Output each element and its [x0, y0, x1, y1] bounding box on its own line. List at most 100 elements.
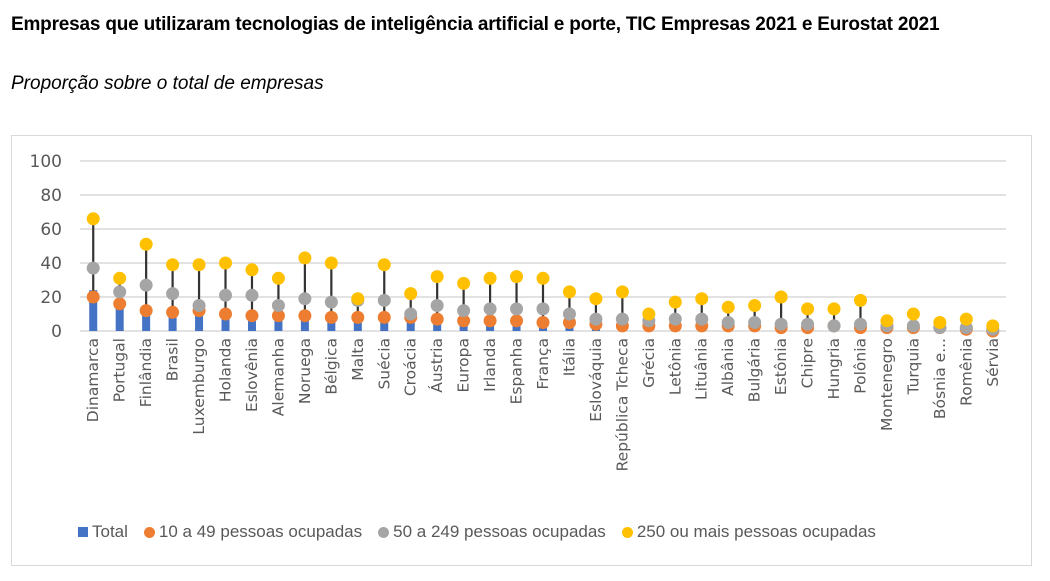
y-tick-label: 60 — [40, 220, 62, 240]
dot-large — [271, 271, 285, 285]
dot-medium — [562, 307, 576, 321]
dot-medium — [801, 317, 815, 331]
x-tick-label: Estônia — [772, 338, 790, 395]
dot-medium — [748, 316, 762, 329]
x-tick-label: Eslovênia — [243, 338, 261, 412]
y-tick-label: 40 — [40, 254, 62, 274]
dot-large — [906, 307, 920, 321]
dot-medium — [113, 285, 127, 299]
dot-medium — [86, 261, 100, 275]
dot-large — [351, 292, 365, 306]
dot-small — [377, 310, 391, 324]
x-tick-label: Croácia — [402, 338, 420, 396]
x-tick-label: Grécia — [640, 338, 658, 388]
bar-total — [142, 308, 151, 331]
dot-medium — [139, 278, 153, 292]
dot-small — [324, 310, 338, 324]
x-tick-label: Luxemburgo — [190, 338, 208, 435]
dot-large — [139, 237, 153, 251]
x-tick-label: Irlanda — [481, 338, 499, 392]
dot-large — [457, 276, 471, 290]
dot-small — [166, 305, 180, 319]
bar-total — [195, 307, 204, 331]
x-tick-label: França — [534, 338, 552, 390]
x-tick-label: Hungria — [825, 338, 843, 399]
x-tick-label: Romênia — [957, 338, 975, 406]
x-tick-label: Holanda — [217, 338, 235, 402]
legend-item-large: 250 ou mais pessoas ocupadas — [621, 522, 876, 542]
x-tick-label: Chipre — [799, 338, 817, 388]
dot-large — [562, 285, 576, 299]
bar-total — [380, 317, 389, 331]
dot-medium — [536, 302, 550, 316]
legend-swatch-medium — [378, 526, 390, 538]
x-tick-label: Sérvia — [984, 338, 1002, 387]
x-tick-label: Áustria — [427, 338, 446, 393]
x-tick-label: Dinamarca — [84, 338, 102, 422]
legend-swatch-total — [78, 527, 88, 537]
x-tick-label: Bósnia e... — [931, 338, 949, 419]
dot-large — [986, 319, 1000, 333]
dot-medium — [404, 307, 418, 321]
legend-label-large: 250 ou mais pessoas ocupadas — [636, 522, 876, 541]
dot-medium — [324, 295, 338, 309]
dot-small — [86, 290, 100, 304]
dot-large — [748, 299, 762, 312]
dot-large — [933, 316, 947, 329]
x-tick-label: Suécia — [375, 338, 393, 390]
series-dots — [86, 212, 1000, 338]
dot-small — [245, 309, 259, 323]
x-tick-label: Portugal — [111, 338, 129, 402]
dot-large — [404, 287, 418, 301]
legend-label-total: Total — [92, 522, 128, 541]
dot-large — [483, 271, 497, 285]
legend-label-medium: 50 a 249 pessoas ocupadas — [393, 522, 606, 541]
y-tick-label: 0 — [51, 322, 62, 342]
dot-medium — [695, 312, 709, 326]
dot-medium — [483, 302, 497, 316]
chart-frame — [11, 135, 1032, 566]
x-tick-label: Bélgica — [322, 338, 340, 395]
x-tick-label: Europa — [455, 338, 473, 392]
dot-medium — [245, 288, 259, 302]
dot-large — [113, 271, 127, 285]
dot-medium — [166, 287, 180, 301]
dot-medium — [219, 288, 233, 302]
dot-large — [298, 251, 312, 265]
chart-subtitle: Proporção sobre o total de empresas — [11, 73, 324, 94]
dot-large — [324, 256, 338, 270]
y-tick-label: 80 — [40, 186, 62, 206]
bar-total — [115, 302, 124, 331]
dot-medium — [721, 316, 735, 329]
dot-large — [721, 300, 735, 314]
x-tick-label: Turquia — [904, 338, 922, 396]
dot-large — [668, 295, 682, 309]
x-tick-label: Letônia — [666, 338, 684, 395]
dot-medium — [377, 293, 391, 307]
bar-total — [247, 314, 256, 331]
x-tick-label: Eslováquia — [587, 338, 605, 422]
dot-large — [801, 302, 815, 316]
dot-large — [827, 302, 841, 316]
dot-small — [430, 312, 444, 326]
dot-small — [457, 314, 471, 328]
x-tick-label: Albânia — [719, 338, 737, 396]
bar-total — [274, 314, 283, 331]
dot-large — [880, 314, 894, 328]
legend-item-medium: 50 a 249 pessoas ocupadas — [378, 522, 606, 542]
dot-large — [615, 285, 629, 299]
dot-large — [642, 307, 656, 321]
dot-small — [139, 304, 153, 318]
dot-small — [298, 309, 312, 323]
x-tick-label: República Tcheca — [613, 338, 631, 471]
dot-large — [430, 270, 444, 284]
dot-large — [774, 290, 788, 304]
x-tick-label: Brasil — [164, 338, 182, 381]
x-tick-label: Alemanha — [269, 338, 287, 416]
x-tick-label: Bulgária — [746, 338, 764, 402]
dot-medium — [827, 319, 841, 333]
x-tick-label: Noruega — [296, 338, 314, 404]
dot-small — [351, 310, 365, 324]
dot-medium — [853, 317, 867, 331]
